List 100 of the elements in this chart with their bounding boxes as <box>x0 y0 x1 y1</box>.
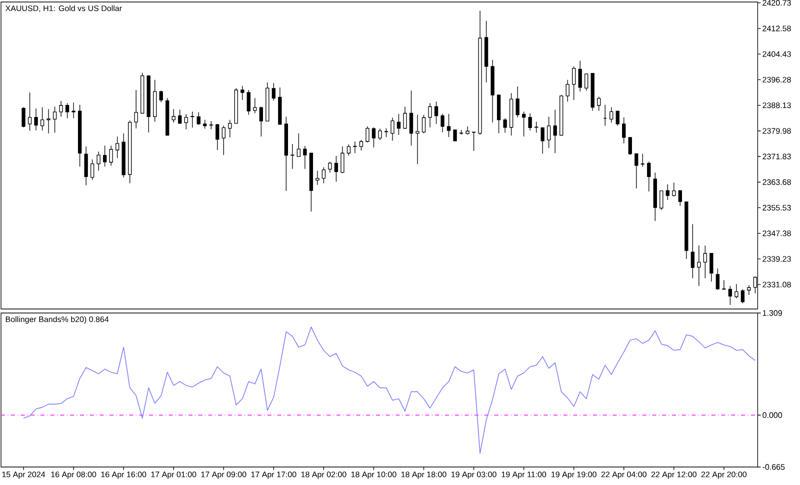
candlestick <box>597 96 601 112</box>
candlestick <box>359 140 364 151</box>
candlestick <box>28 92 32 132</box>
candlestick <box>697 245 701 286</box>
candlestick <box>84 146 88 186</box>
candlestick <box>747 284 751 296</box>
candlestick <box>534 121 538 134</box>
candlestick <box>272 82 276 101</box>
candlestick <box>228 119 232 138</box>
x-tick-label: 19 Apr 11:00 <box>502 472 546 479</box>
x-tick-label: 22 Apr 04:00 <box>601 472 646 479</box>
y-tick-label: 2420.73 <box>762 0 791 6</box>
candlestick <box>610 106 614 123</box>
candlestick <box>660 190 664 210</box>
x-tick-label: 22 Apr 20:00 <box>701 472 747 479</box>
candlestick <box>616 110 620 126</box>
candlestick <box>728 286 732 306</box>
candlestick <box>522 111 526 137</box>
candlestick <box>178 109 182 124</box>
candlestick <box>722 280 726 290</box>
candlestick <box>422 114 426 134</box>
candlestick <box>22 106 26 128</box>
candlestick <box>740 288 745 304</box>
x-tick-label: 22 Apr 12:00 <box>651 472 696 479</box>
candlestick <box>115 136 120 158</box>
candlestick <box>246 90 250 116</box>
candlestick <box>566 80 570 102</box>
candlestick <box>253 98 257 114</box>
candlestick <box>59 100 63 118</box>
candlestick <box>390 117 394 141</box>
candlestick <box>503 118 507 134</box>
y-tick-label: 2339.23 <box>762 256 791 262</box>
y-tick-label: -0.665 <box>762 464 785 470</box>
y-tick-label: 2371.83 <box>762 154 791 160</box>
x-tick-label: 18 Apr 02:00 <box>301 472 346 479</box>
candlestick <box>666 184 670 200</box>
candlestick <box>572 66 576 100</box>
candlestick <box>303 146 307 170</box>
chart-title: XAUUSD, H1: Gold vs US Dollar <box>5 5 122 12</box>
x-tick-label: 15 Apr 2024 <box>2 472 46 479</box>
candlestick <box>466 126 470 135</box>
x-tick-label: 18 Apr 18:00 <box>401 472 446 479</box>
candlestick <box>366 126 370 143</box>
candlestick <box>578 60 582 92</box>
candlestick <box>190 111 194 128</box>
candlestick <box>710 253 714 282</box>
candlestick <box>109 145 113 166</box>
candlestick <box>259 106 263 137</box>
candlestick <box>65 102 70 119</box>
candlestick <box>316 170 320 186</box>
candlestick <box>184 114 188 130</box>
y-tick-label: 2347.38 <box>762 230 791 236</box>
candlestick <box>90 159 94 180</box>
x-tick-label: 17 Apr 17:00 <box>251 472 296 479</box>
candlestick <box>640 153 644 167</box>
candlestick <box>628 136 632 156</box>
candlestick <box>516 86 520 118</box>
candlestick <box>216 124 220 150</box>
candlestick <box>134 90 138 129</box>
x-tick-label: 19 Apr 03:00 <box>451 472 496 479</box>
candlestick <box>40 106 44 131</box>
y-tick-label: 1.309 <box>762 310 782 316</box>
candlestick <box>672 182 676 197</box>
y-tick-label: 2412.58 <box>762 26 791 32</box>
candlestick <box>240 86 244 100</box>
y-tick-label: 2404.43 <box>762 51 791 57</box>
candlestick <box>222 125 226 156</box>
candlestick <box>159 90 163 103</box>
y-tick-label: 2388.13 <box>762 102 791 108</box>
candlestick <box>584 72 588 91</box>
candlestick <box>102 145 107 167</box>
y-tick-label: 2355.53 <box>762 204 791 211</box>
x-tick-label: 17 Apr 01:00 <box>151 472 196 479</box>
x-tick-label: 19 Apr 19:00 <box>552 472 596 479</box>
candlestick <box>622 116 626 144</box>
candlestick <box>346 144 351 156</box>
candlestick <box>96 151 100 172</box>
candlestick <box>296 133 301 157</box>
chart-title: Bollinger Bands% b20) 0.864 <box>6 316 109 324</box>
candlestick <box>46 108 50 134</box>
candlestick <box>634 153 638 189</box>
candlestick <box>396 114 401 136</box>
candlestick <box>403 106 407 130</box>
candlestick <box>378 128 382 140</box>
candlestick <box>434 101 438 124</box>
candlestick <box>546 116 551 148</box>
candlestick <box>647 161 651 192</box>
y-tick-label: 2396.28 <box>762 76 791 83</box>
candlestick <box>72 102 76 119</box>
y-tick-label: 2331.08 <box>762 282 791 288</box>
x-tick-label: 16 Apr 08:00 <box>51 472 96 479</box>
x-tick-label: 18 Apr 10:00 <box>351 472 396 479</box>
candlestick <box>716 268 720 290</box>
candlestick <box>196 112 200 126</box>
candlestick <box>678 190 682 206</box>
candlestick <box>428 102 432 128</box>
candlestick <box>353 141 357 154</box>
candlestick <box>328 161 332 173</box>
y-tick-label: 0.000 <box>762 412 782 418</box>
candlestick <box>540 127 544 154</box>
